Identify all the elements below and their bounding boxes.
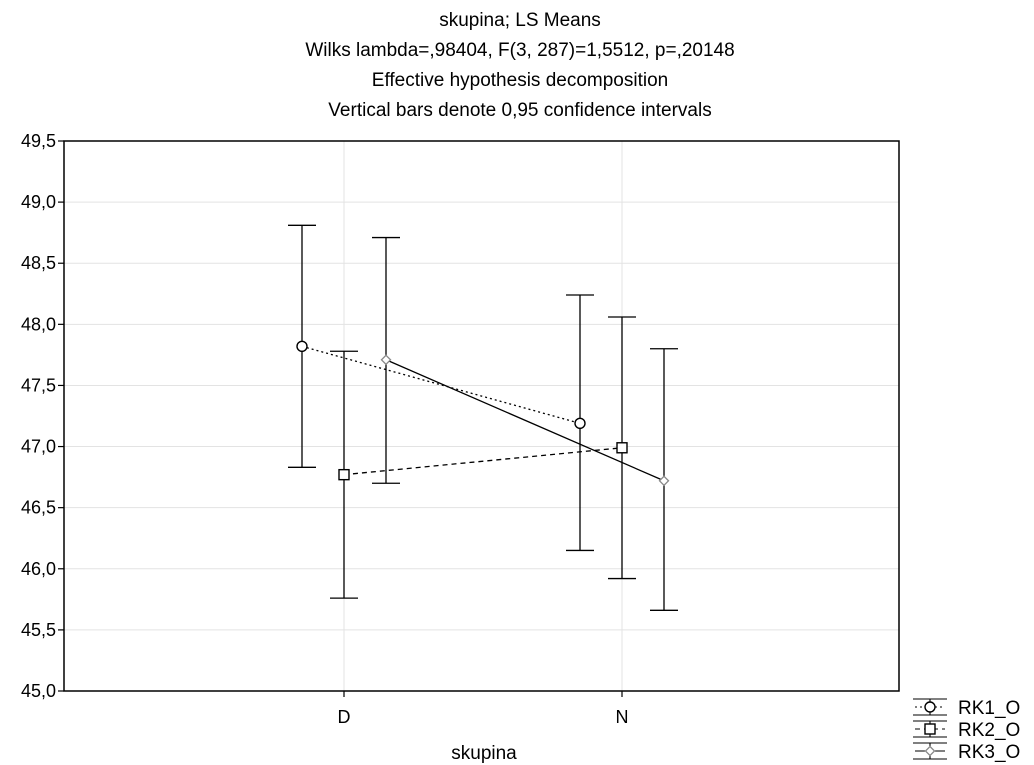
data-point bbox=[616, 442, 628, 454]
data-point bbox=[338, 468, 350, 481]
legend-marker bbox=[924, 745, 936, 757]
axis-layer: 45,0 45,5 46,0 46,5 47,0 47,5 48,0 48,5 49,0 49,5… bbox=[21, 131, 629, 727]
y-tick-label: 48,5 bbox=[21, 253, 56, 273]
series-RK1_O bbox=[288, 224, 594, 552]
plot-frame bbox=[63, 140, 900, 692]
series-RK3_O bbox=[372, 236, 678, 611]
legend-marker bbox=[924, 723, 936, 735]
y-tick-label: 48,0 bbox=[21, 314, 56, 334]
x-tick-label: D bbox=[338, 707, 351, 727]
legend-label: RK2_O bbox=[958, 720, 1020, 741]
x-tick-label: N bbox=[616, 707, 629, 727]
data-point bbox=[658, 475, 670, 487]
data-point bbox=[574, 417, 586, 430]
legend-marker bbox=[924, 701, 936, 713]
chart-title: skupina; LS Means bbox=[439, 10, 601, 31]
data-point bbox=[296, 340, 308, 353]
series-RK2_O bbox=[330, 316, 636, 599]
y-tick-label: 45,5 bbox=[21, 620, 56, 640]
chart-subtitle-2: Effective hypothesis decomposition bbox=[371, 70, 669, 91]
y-tick-label: 46,5 bbox=[21, 498, 56, 518]
series-line bbox=[385, 359, 665, 482]
chart-title-block: skupina; LS Means Wilks lambda=,98404, F… bbox=[0, 6, 1034, 126]
legend-label: RK1_O bbox=[958, 698, 1020, 719]
x-axis-title: skupina bbox=[451, 743, 517, 764]
chart-subtitle-3: Vertical bars denote 0,95 confidence int… bbox=[328, 100, 712, 121]
y-tick-label: 47,5 bbox=[21, 375, 56, 395]
legend-label: RK3_O bbox=[958, 742, 1020, 763]
grid-layer bbox=[64, 141, 899, 691]
y-tick-label: 45,0 bbox=[21, 681, 56, 701]
y-tick-label: 46,0 bbox=[21, 559, 56, 579]
series-line bbox=[301, 345, 581, 424]
data-point bbox=[380, 354, 392, 366]
y-tick-label: 49,5 bbox=[21, 131, 56, 151]
chart-subtitle-1: Wilks lambda=,98404, F(3, 287)=1,5512, p… bbox=[305, 40, 735, 61]
y-tick-label: 47,0 bbox=[21, 437, 56, 457]
series-line bbox=[343, 447, 623, 476]
y-tick-label: 49,0 bbox=[21, 192, 56, 212]
series-layer bbox=[288, 224, 678, 611]
